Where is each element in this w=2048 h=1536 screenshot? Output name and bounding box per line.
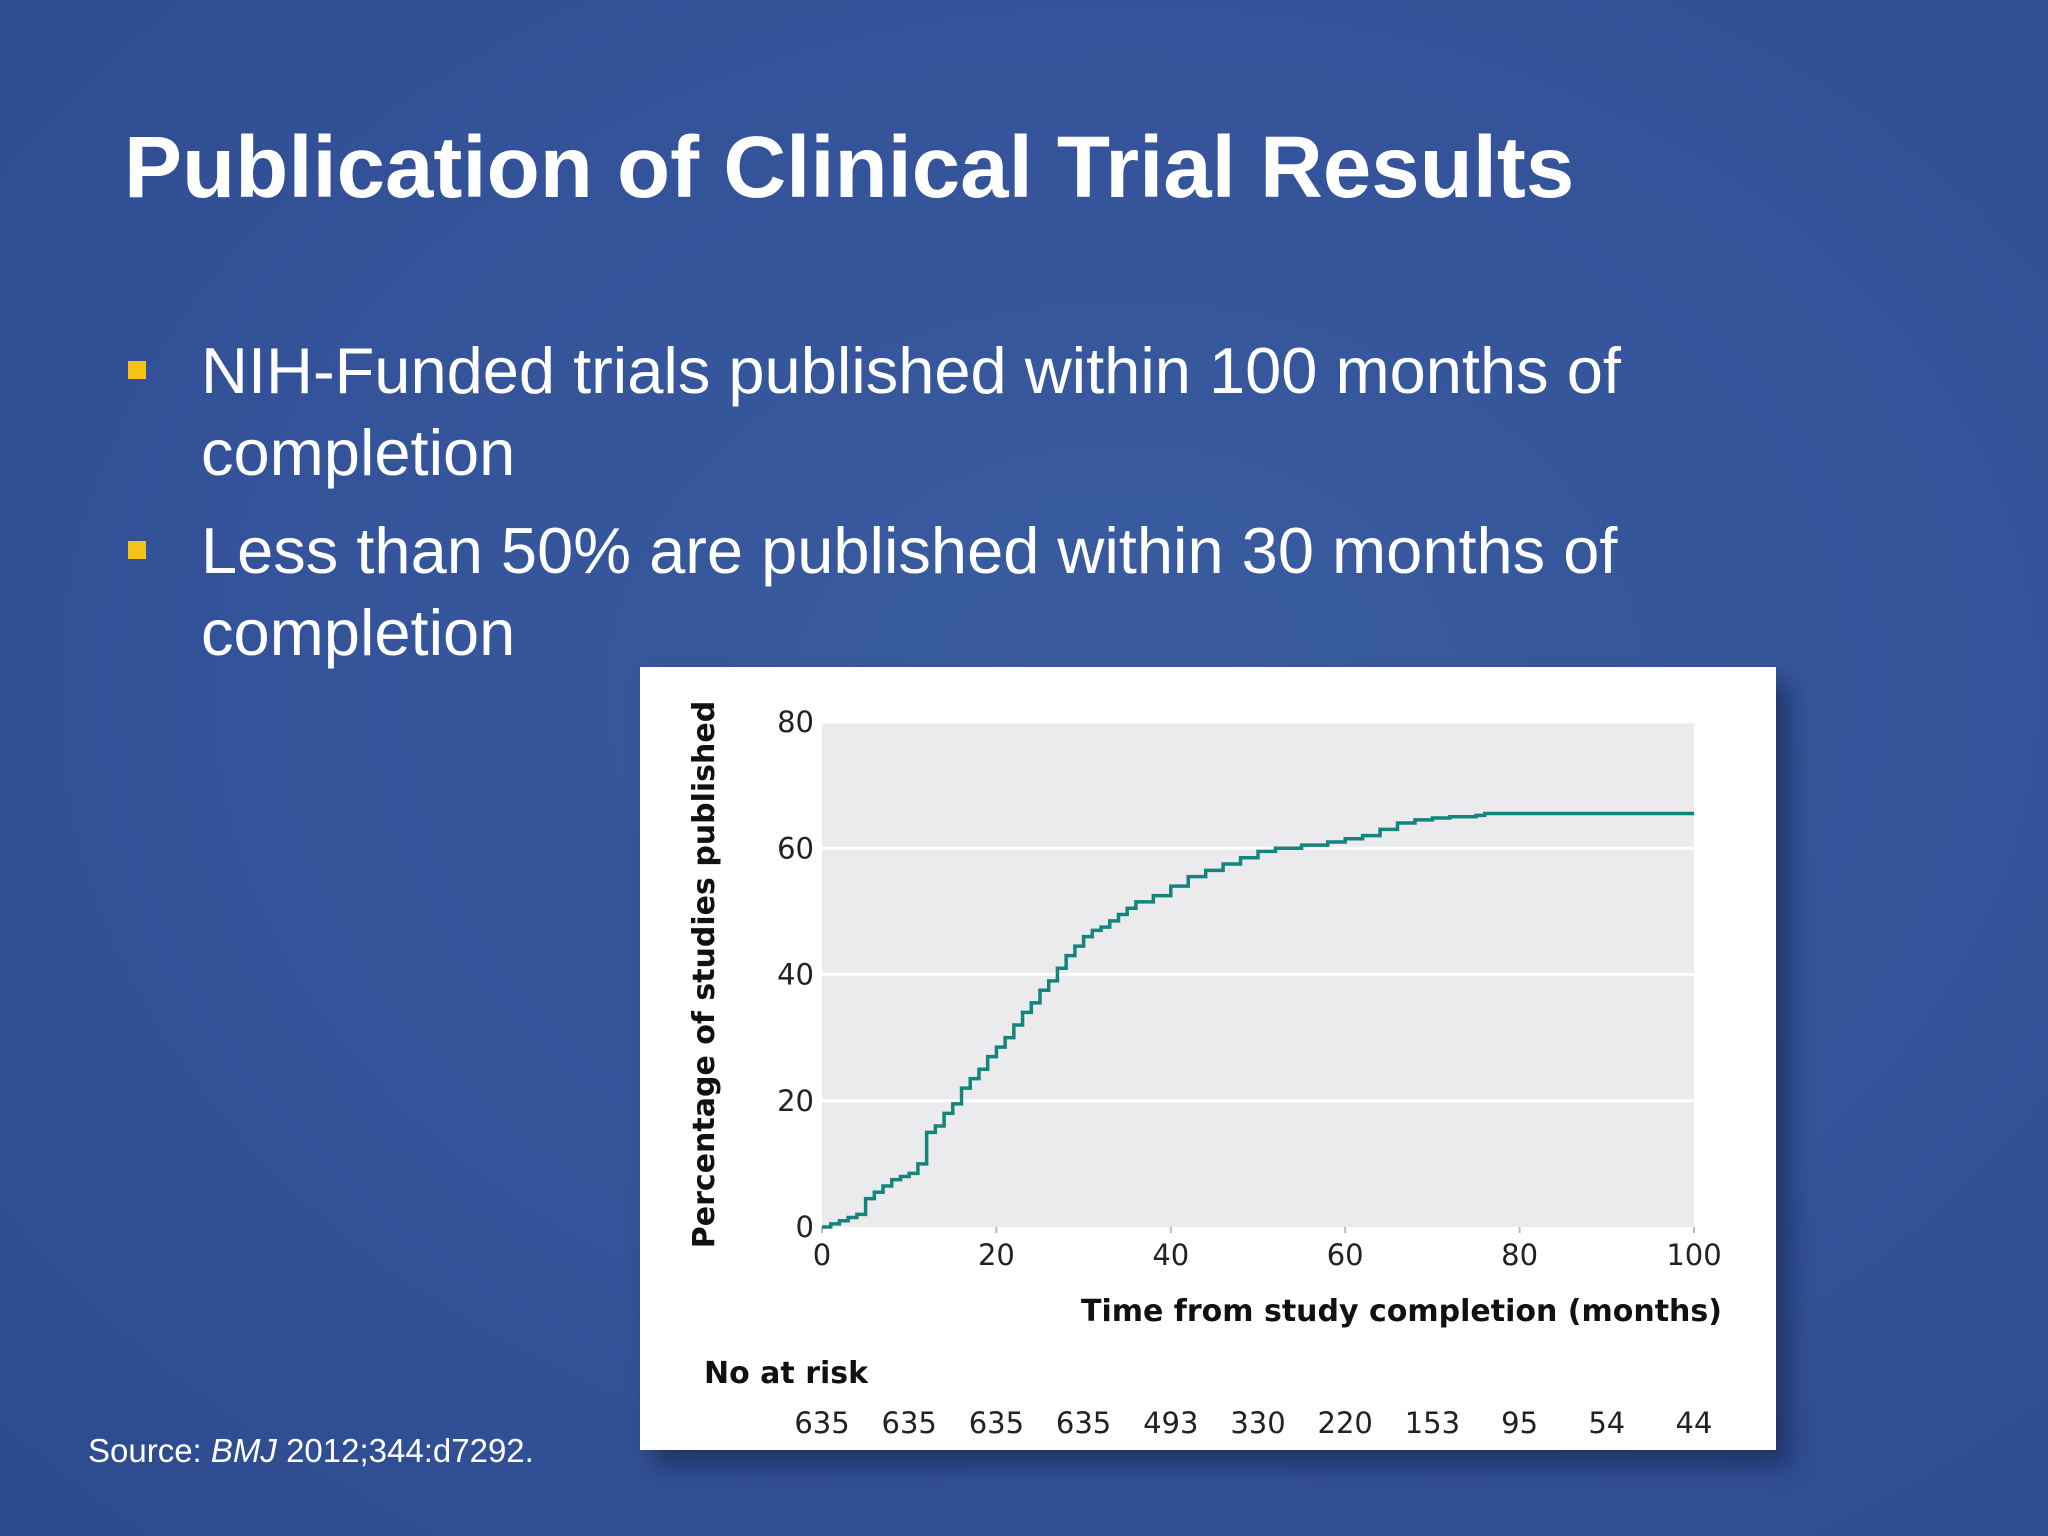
at-risk-value: 95 <box>1501 1406 1538 1440</box>
y-tick-label: 40 <box>777 958 814 992</box>
source-journal: BMJ <box>210 1432 277 1469</box>
source-prefix: Source: <box>88 1432 211 1469</box>
kaplan-meier-chart: 0 20 40 60 80 0 20 40 60 80 100 Percentage of stu… <box>687 701 1722 1440</box>
x-axis-ticks: 0 20 40 60 80 100 <box>813 1227 1722 1272</box>
at-risk-value: 635 <box>794 1406 849 1440</box>
y-axis-ticks: 0 20 40 60 80 <box>777 705 814 1244</box>
slide-title: Publication of Clinical Trial Results <box>124 119 1575 216</box>
at-risk-value: 635 <box>1056 1406 1111 1440</box>
square-bullet-icon <box>128 541 146 559</box>
bullet-item: NIH-Funded trials published within 100 m… <box>124 330 1744 494</box>
at-risk-value: 493 <box>1143 1406 1198 1440</box>
bullet-list: NIH-Funded trials published within 100 m… <box>124 330 1744 690</box>
gridlines <box>822 720 1694 1103</box>
x-axis-label: Time from study completion (months) <box>1081 1294 1722 1329</box>
x-tick-label: 60 <box>1327 1238 1364 1272</box>
y-tick-label: 0 <box>796 1210 814 1244</box>
at-risk-value: 153 <box>1405 1406 1460 1440</box>
chart-figure: 0 20 40 60 80 0 20 40 60 80 100 Percentage of stu… <box>640 667 1776 1450</box>
x-tick-label: 0 <box>813 1238 831 1272</box>
at-risk-value: 44 <box>1676 1406 1713 1440</box>
square-bullet-icon <box>128 361 146 379</box>
at-risk-value: 220 <box>1318 1406 1373 1440</box>
bullet-item: Less than 50% are published within 30 mo… <box>124 510 1744 674</box>
y-tick-label: 20 <box>777 1084 814 1118</box>
bullet-text: NIH-Funded trials published within 100 m… <box>201 334 1621 489</box>
y-axis-label: Percentage of studies published <box>687 701 722 1248</box>
y-tick-label: 80 <box>777 705 814 739</box>
y-tick-label: 60 <box>777 831 814 865</box>
source-reference: 2012;344:d7292. <box>276 1432 534 1469</box>
at-risk-value: 330 <box>1230 1406 1285 1440</box>
at-risk-values: 635 635 635 635 493 330 220 153 95 54 44 <box>794 1406 1712 1440</box>
x-tick-label: 100 <box>1666 1238 1721 1272</box>
x-tick-label: 40 <box>1152 1238 1189 1272</box>
at-risk-value: 54 <box>1588 1406 1625 1440</box>
series-line <box>822 811 1694 1229</box>
source-citation: Source: BMJ 2012;344:d7292. <box>88 1432 534 1470</box>
at-risk-label: No at risk <box>704 1356 869 1391</box>
x-tick-label: 20 <box>978 1238 1015 1272</box>
at-risk-value: 635 <box>969 1406 1024 1440</box>
x-tick-label: 80 <box>1501 1238 1538 1272</box>
at-risk-value: 635 <box>882 1406 937 1440</box>
bullet-text: Less than 50% are published within 30 mo… <box>201 514 1618 669</box>
